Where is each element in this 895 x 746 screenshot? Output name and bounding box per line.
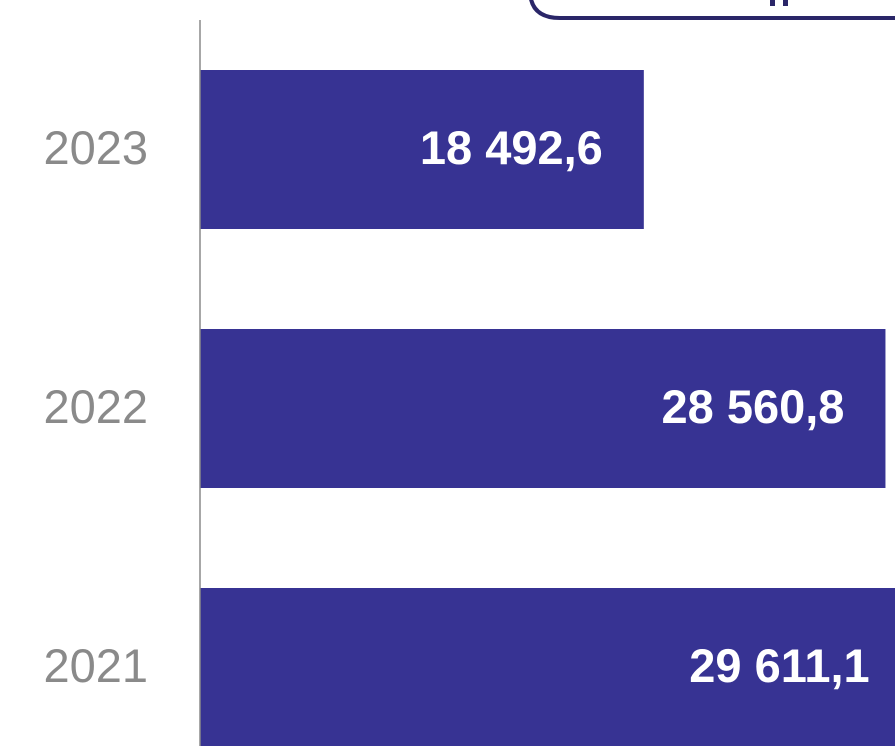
value-label: 18 492,6 xyxy=(420,121,603,174)
value-label: 29 611,1 xyxy=(689,639,869,692)
y-tick-label: 2023 xyxy=(43,121,148,174)
bar xyxy=(200,329,886,488)
y-tick-label: 2022 xyxy=(43,380,148,433)
header-glyph xyxy=(770,0,775,6)
bar xyxy=(200,70,644,229)
value-label: 28 560,8 xyxy=(662,380,845,433)
header-glyph xyxy=(783,0,788,6)
bar xyxy=(200,588,895,746)
y-tick-label: 2021 xyxy=(43,639,148,692)
header-box xyxy=(529,0,895,20)
